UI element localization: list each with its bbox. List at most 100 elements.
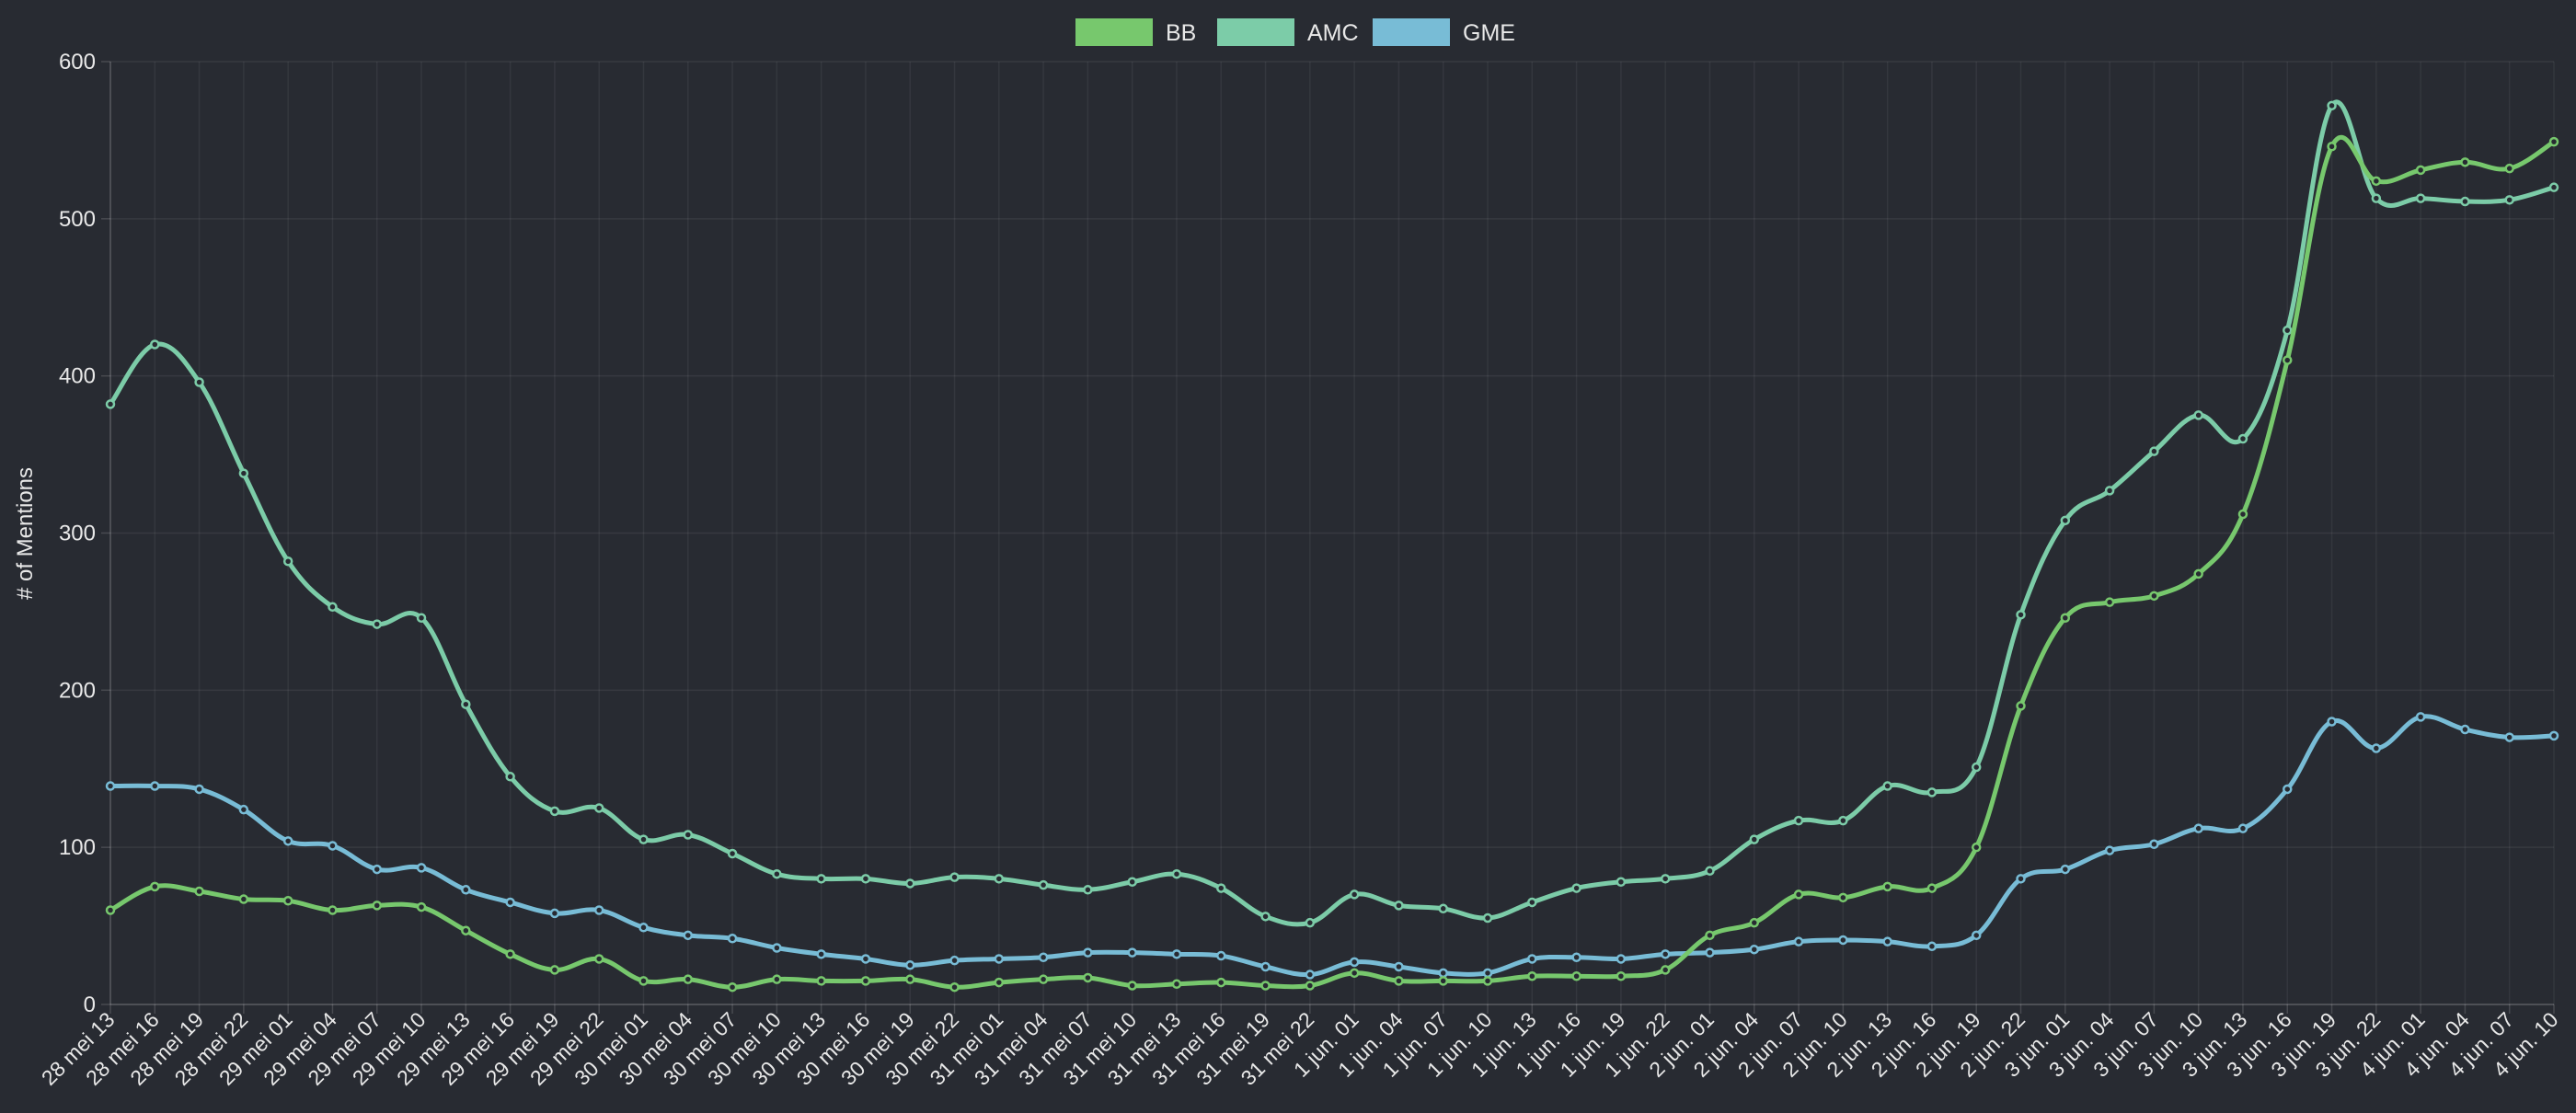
data-point	[2060, 515, 2071, 526]
data-point	[105, 905, 116, 915]
data-point	[1527, 897, 1537, 908]
data-point	[1482, 968, 1493, 979]
data-point	[2504, 195, 2514, 205]
y-tick-label: 100	[59, 835, 96, 860]
data-point	[2548, 182, 2559, 192]
data-point	[2283, 784, 2293, 795]
data-point	[2104, 486, 2115, 496]
data-point	[2193, 568, 2203, 579]
data-point	[2460, 196, 2470, 207]
data-point	[1349, 889, 1360, 900]
data-point	[860, 954, 871, 964]
data-point	[683, 974, 694, 984]
data-point	[2327, 100, 2337, 111]
data-point	[2237, 509, 2248, 520]
data-point	[1394, 961, 1404, 972]
data-point	[860, 874, 871, 884]
data-point	[2016, 701, 2026, 711]
data-point	[2060, 613, 2071, 623]
data-point	[772, 974, 782, 984]
data-point	[1260, 912, 1271, 922]
data-point	[1349, 968, 1360, 979]
data-point	[1971, 842, 1982, 853]
data-point	[1305, 970, 1316, 980]
y-tick-label: 300	[59, 522, 96, 546]
legend-item-bb[interactable]: BB	[1075, 18, 1196, 46]
data-point	[1660, 874, 1671, 884]
legend-item-amc[interactable]: AMC	[1217, 18, 1359, 46]
grid-lines	[109, 61, 2555, 1005]
data-point	[994, 977, 1005, 988]
data-point	[2237, 823, 2248, 833]
series-line	[109, 135, 2556, 990]
data-point	[1793, 889, 1804, 900]
data-point	[505, 949, 515, 959]
data-point	[2193, 410, 2203, 420]
legend-label: BB	[1166, 20, 1196, 46]
data-point	[1882, 881, 1892, 892]
y-tick-label: 500	[59, 207, 96, 232]
data-point	[416, 613, 427, 623]
data-point	[772, 868, 782, 879]
data-point	[1749, 944, 1760, 955]
data-point	[1926, 941, 1938, 952]
data-point	[1171, 949, 1182, 959]
data-point	[1482, 912, 1493, 924]
data-point	[1882, 781, 1892, 791]
data-point	[2371, 176, 2382, 187]
y-tick-labels: 0 100 200 300 400 500 600	[59, 50, 96, 1017]
series-bb	[105, 135, 2559, 993]
data-point	[593, 954, 604, 964]
data-point	[2415, 193, 2426, 203]
data-point	[1394, 901, 1404, 911]
data-point	[372, 901, 382, 911]
data-point	[683, 930, 694, 941]
data-point	[416, 901, 427, 912]
data-point	[2104, 845, 2115, 855]
data-point	[505, 897, 515, 908]
data-point	[2548, 730, 2559, 741]
data-point	[416, 863, 427, 873]
legend-swatch	[1373, 18, 1450, 46]
data-point	[238, 894, 249, 904]
data-point	[683, 830, 694, 840]
legend-item-gme[interactable]: GME	[1373, 18, 1515, 46]
series-amc	[105, 99, 2559, 928]
data-point	[1260, 961, 1271, 972]
data-point	[1749, 834, 1760, 844]
data-point	[2193, 823, 2203, 833]
data-point	[282, 836, 293, 846]
data-point	[994, 874, 1005, 884]
data-point	[816, 976, 826, 986]
data-point	[461, 925, 471, 935]
data-point	[372, 619, 382, 629]
data-point	[2283, 325, 2293, 336]
data-point	[150, 881, 160, 892]
data-point	[1083, 947, 1093, 958]
data-point	[1705, 930, 1715, 941]
data-point	[593, 905, 604, 915]
data-point	[549, 806, 560, 817]
data-point	[816, 874, 826, 884]
y-tick-label: 600	[59, 50, 96, 75]
data-point	[904, 974, 915, 984]
data-point	[2415, 165, 2426, 176]
data-point	[1038, 879, 1049, 890]
data-point	[282, 896, 293, 906]
data-point	[2371, 193, 2382, 203]
data-point	[1083, 885, 1093, 895]
data-point	[282, 556, 293, 567]
data-point	[2504, 732, 2514, 742]
data-point	[1616, 954, 1627, 964]
data-point	[1349, 957, 1360, 968]
data-point	[1127, 877, 1137, 887]
data-point	[2415, 712, 2426, 722]
data-point	[1438, 968, 1448, 979]
data-point	[727, 981, 738, 993]
data-point	[2060, 864, 2071, 875]
legend[interactable]: BB AMC GME	[1075, 18, 1515, 46]
data-point	[2327, 142, 2337, 152]
data-point	[194, 784, 204, 795]
data-point	[1527, 971, 1537, 981]
